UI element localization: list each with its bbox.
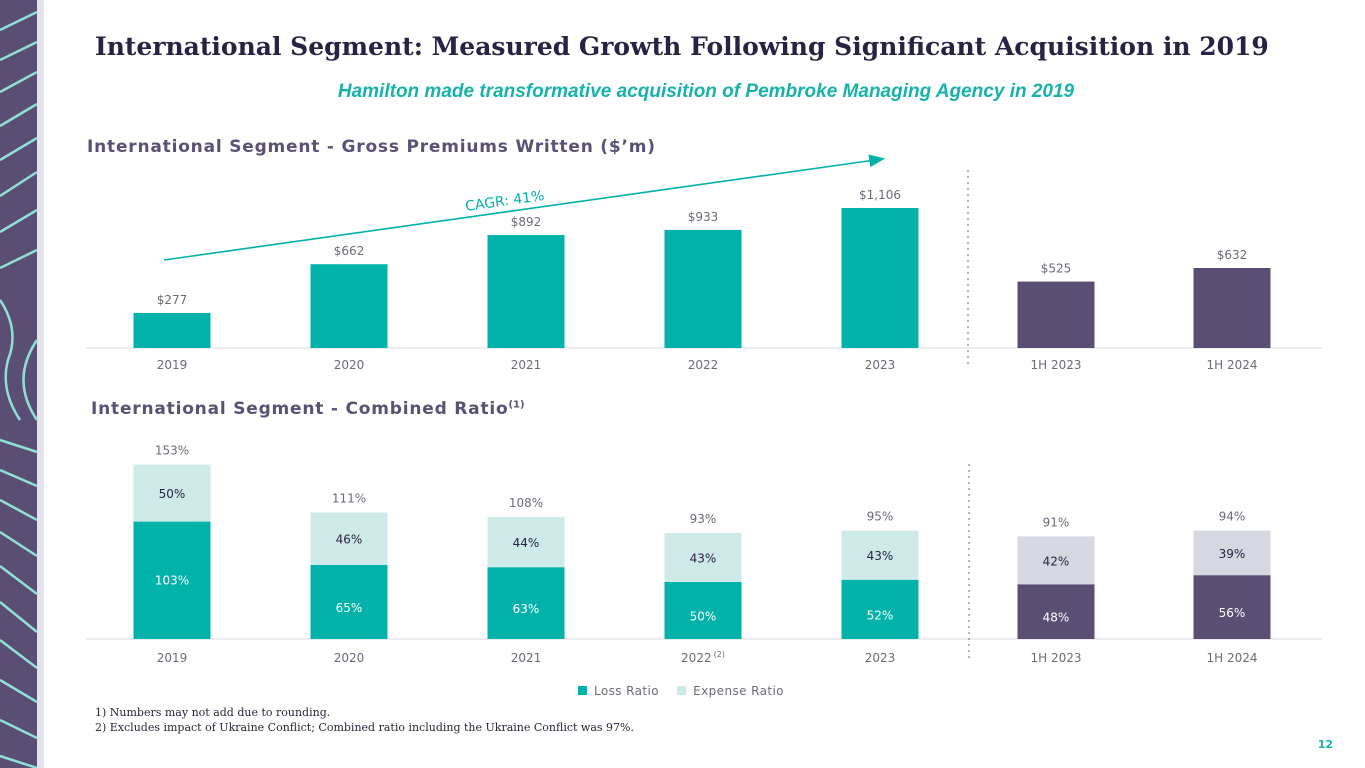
expense-ratio-bar-2020 <box>310 512 388 565</box>
cr-x-tick-label: 2022 (2) <box>681 650 725 665</box>
gpw-bar-2020 <box>310 264 388 348</box>
cr-x-tick-label: 2021 <box>511 651 542 665</box>
expense-ratio-label: 44% <box>513 536 540 550</box>
page-subtitle: Hamilton made transformative acquisition… <box>337 81 1075 102</box>
gpw-bar-1h-2024 <box>1193 268 1271 348</box>
expense-ratio-label: 43% <box>867 549 894 563</box>
gpw-x-tick-label: 2023 <box>865 358 896 372</box>
gpw-value-label: $892 <box>511 215 542 229</box>
legend-swatch-loss <box>578 686 587 695</box>
legend-item-expense: Expense Ratio <box>677 684 784 698</box>
combined-ratio-total-label: 108% <box>509 496 543 510</box>
chart-legend: Loss Ratio Expense Ratio <box>578 684 798 698</box>
gpw-bar-2019 <box>133 312 211 348</box>
gpw-value-label: $277 <box>157 293 188 307</box>
combined-ratio-total-label: 93% <box>690 512 717 526</box>
page-number: 12 <box>1317 738 1333 751</box>
gpw-bar-2022 <box>664 229 742 348</box>
cr-x-tick-label: 2023 <box>865 651 896 665</box>
cr-x-tick-label: 2020 <box>334 651 365 665</box>
loss-ratio-label: 103% <box>155 573 189 587</box>
loss-ratio-bar-2021 <box>487 567 565 639</box>
gpw-value-label: $662 <box>334 244 365 258</box>
combined-ratio-total-label: 153% <box>155 444 189 458</box>
gpw-value-label: $1,106 <box>859 188 901 202</box>
gpw-bar-chart: $277 2019 $662 2020 $892 2021 $933 2022 $1,106 20… <box>86 154 1322 372</box>
combined-ratio-chart: 103% 50% 153% 2019 65% 46% 111% 2020 63% 44% 108% 2… <box>86 444 1322 665</box>
combined-ratio-total-label: 91% <box>1043 515 1070 529</box>
gpw-x-tick-label: 1H 2024 <box>1206 358 1257 372</box>
gpw-x-tick-label: 1H 2023 <box>1030 358 1081 372</box>
loss-ratio-label: 63% <box>513 602 540 616</box>
cr-x-tick-label: 1H 2023 <box>1030 651 1081 665</box>
expense-ratio-bar-2021 <box>487 517 565 568</box>
legend-swatch-expense <box>677 686 687 695</box>
expense-ratio-bar-2023 <box>841 530 919 580</box>
expense-ratio-bar-2019 <box>133 464 211 522</box>
legend-label-loss: Loss Ratio <box>594 684 659 698</box>
combined-ratio-title-footnote: (1) <box>508 399 525 411</box>
combined-ratio-title-text: International Segment - Combined Ratio <box>91 399 509 419</box>
loss-ratio-bar-2020 <box>310 564 388 639</box>
footnote-2: 2) Excludes impact of Ukraine Conflict; … <box>95 721 634 734</box>
loss-ratio-bar-2019 <box>133 521 211 639</box>
gpw-bar-2021 <box>487 235 565 348</box>
loss-ratio-bar-1h-2023 <box>1017 584 1095 639</box>
loss-ratio-bar-2022 <box>664 582 742 639</box>
loss-ratio-label: 65% <box>336 601 363 615</box>
cr-x-tick-label: 2019 <box>157 651 188 665</box>
gpw-value-label: $525 <box>1041 262 1072 276</box>
loss-ratio-bar-2023 <box>841 579 919 639</box>
cagr-label: CAGR: 41% <box>464 188 545 215</box>
page-title: International Segment: Measured Growth F… <box>95 32 1269 61</box>
loss-ratio-label: 52% <box>867 608 894 622</box>
cr-x-tick-footnote: (2) <box>714 650 725 659</box>
expense-ratio-bar-1h-2023 <box>1017 536 1095 585</box>
legend-label-expense: Expense Ratio <box>693 684 784 698</box>
combined-ratio-chart-title: International Segment - Combined Ratio(1… <box>91 399 525 419</box>
gpw-value-label: $632 <box>1217 248 1248 262</box>
footnote-1: 1) Numbers may not add due to rounding. <box>95 706 331 719</box>
cagr-arrow <box>163 154 886 261</box>
expense-ratio-label: 42% <box>1043 554 1070 568</box>
gpw-bar-2023 <box>841 208 919 348</box>
gpw-x-tick-label: 2019 <box>157 358 188 372</box>
gpw-bar-1h-2023 <box>1017 281 1095 348</box>
combined-ratio-total-label: 111% <box>332 491 366 505</box>
combined-ratio-total-label: 94% <box>1219 510 1246 524</box>
legend-item-loss: Loss Ratio <box>578 684 659 698</box>
gpw-x-tick-label: 2020 <box>334 358 365 372</box>
loss-ratio-label: 50% <box>690 610 717 624</box>
gpw-x-tick-label: 2022 <box>688 358 719 372</box>
loss-ratio-label: 48% <box>1043 611 1070 625</box>
expense-ratio-bar-1h-2024 <box>1193 530 1271 576</box>
loss-ratio-label: 56% <box>1219 606 1246 620</box>
decorative-side-band <box>0 0 44 768</box>
gpw-value-label: $933 <box>688 210 719 224</box>
footnotes: 1) Numbers may not add due to rounding. … <box>95 705 634 735</box>
gpw-x-tick-label: 2021 <box>511 358 542 372</box>
loss-ratio-bar-1h-2024 <box>1193 575 1271 639</box>
expense-ratio-bar-2022 <box>664 532 742 582</box>
gpw-chart-title: International Segment - Gross Premiums W… <box>87 137 656 157</box>
combined-ratio-total-label: 95% <box>867 510 894 524</box>
expense-ratio-label: 43% <box>690 551 717 565</box>
cr-x-tick-label: 1H 2024 <box>1206 651 1257 665</box>
expense-ratio-label: 39% <box>1219 547 1246 561</box>
expense-ratio-label: 46% <box>336 533 363 547</box>
expense-ratio-label: 50% <box>159 487 186 501</box>
